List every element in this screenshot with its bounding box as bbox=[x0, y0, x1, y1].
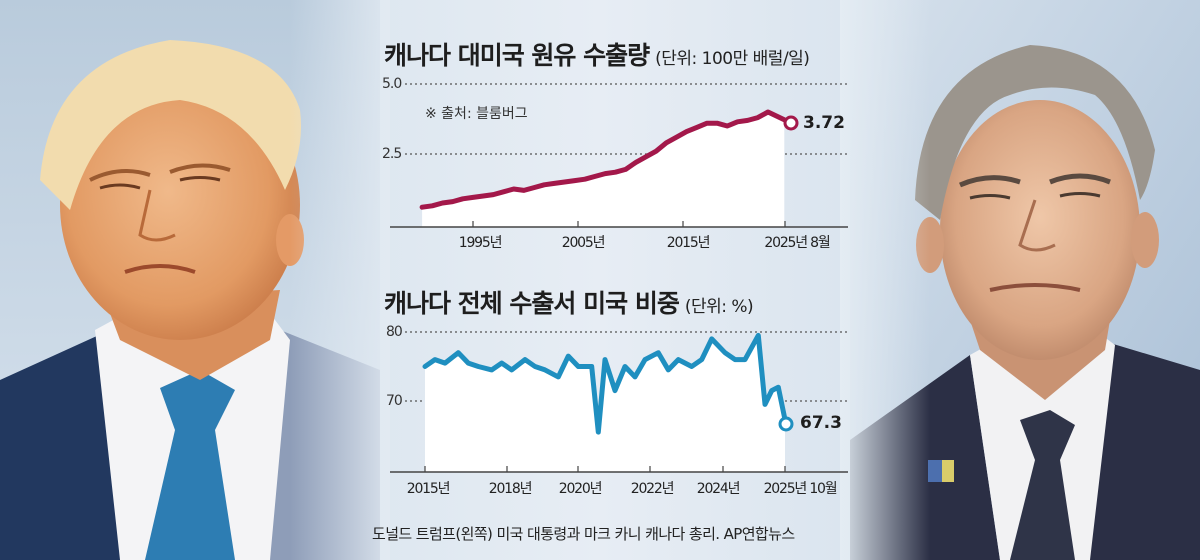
x-tick-1995: 1995년 bbox=[458, 235, 503, 251]
oil-chart-unit: (단위: 100만 배럴/일) bbox=[655, 49, 810, 69]
right-photo-fade bbox=[840, 0, 930, 560]
x-tick-2020: 2020년 bbox=[558, 481, 603, 497]
oil-end-value: 3.72 bbox=[803, 113, 845, 133]
oil-chart-title-text: 캐나다 대미국 원유 수출량 bbox=[384, 41, 650, 70]
oil-chart-title: 캐나다 대미국 원유 수출량 (단위: 100만 배럴/일) bbox=[384, 36, 810, 72]
x-tick-2005: 2005년 bbox=[561, 235, 606, 251]
oil-export-line bbox=[419, 109, 787, 210]
oil-end-marker bbox=[783, 115, 799, 131]
x-tick-2018: 2018년 bbox=[488, 481, 533, 497]
x-tick-2025-8: 2025년 8월 bbox=[764, 235, 830, 251]
y-tick-70: 70 bbox=[386, 393, 403, 409]
share-end-marker bbox=[778, 416, 794, 432]
y-tick-80: 80 bbox=[386, 324, 403, 340]
x-tick-2024: 2024년 bbox=[696, 481, 741, 497]
us-share-chart bbox=[390, 331, 850, 473]
y-tick-5.0: 5.0 bbox=[382, 76, 402, 92]
share-chart-title: 캐나다 전체 수출서 미국 비중 (단위: %) bbox=[384, 284, 754, 320]
y-tick-2.5: 2.5 bbox=[382, 146, 402, 162]
oil-export-area bbox=[422, 112, 785, 227]
share-end-value: 67.3 bbox=[800, 413, 842, 433]
share-chart-unit: (단위: %) bbox=[684, 297, 754, 317]
share-chart-title-text: 캐나다 전체 수출서 미국 비중 bbox=[384, 289, 680, 318]
oil-export-chart bbox=[390, 83, 850, 228]
source-note: ※ 출처: 블룸버그 bbox=[425, 106, 528, 122]
x-tick-2015: 2015년 bbox=[406, 481, 451, 497]
x-tick-2015: 2015년 bbox=[666, 235, 711, 251]
x-tick-2022: 2022년 bbox=[630, 481, 675, 497]
photo-caption: 도널드 트럼프(왼쪽) 미국 대통령과 마크 카니 캐나다 총리. AP연합뉴스 bbox=[372, 525, 795, 543]
us-share-line bbox=[422, 332, 788, 435]
x-tick-2025-10: 2025년 10월 bbox=[763, 481, 838, 497]
left-photo-fade bbox=[290, 0, 390, 560]
